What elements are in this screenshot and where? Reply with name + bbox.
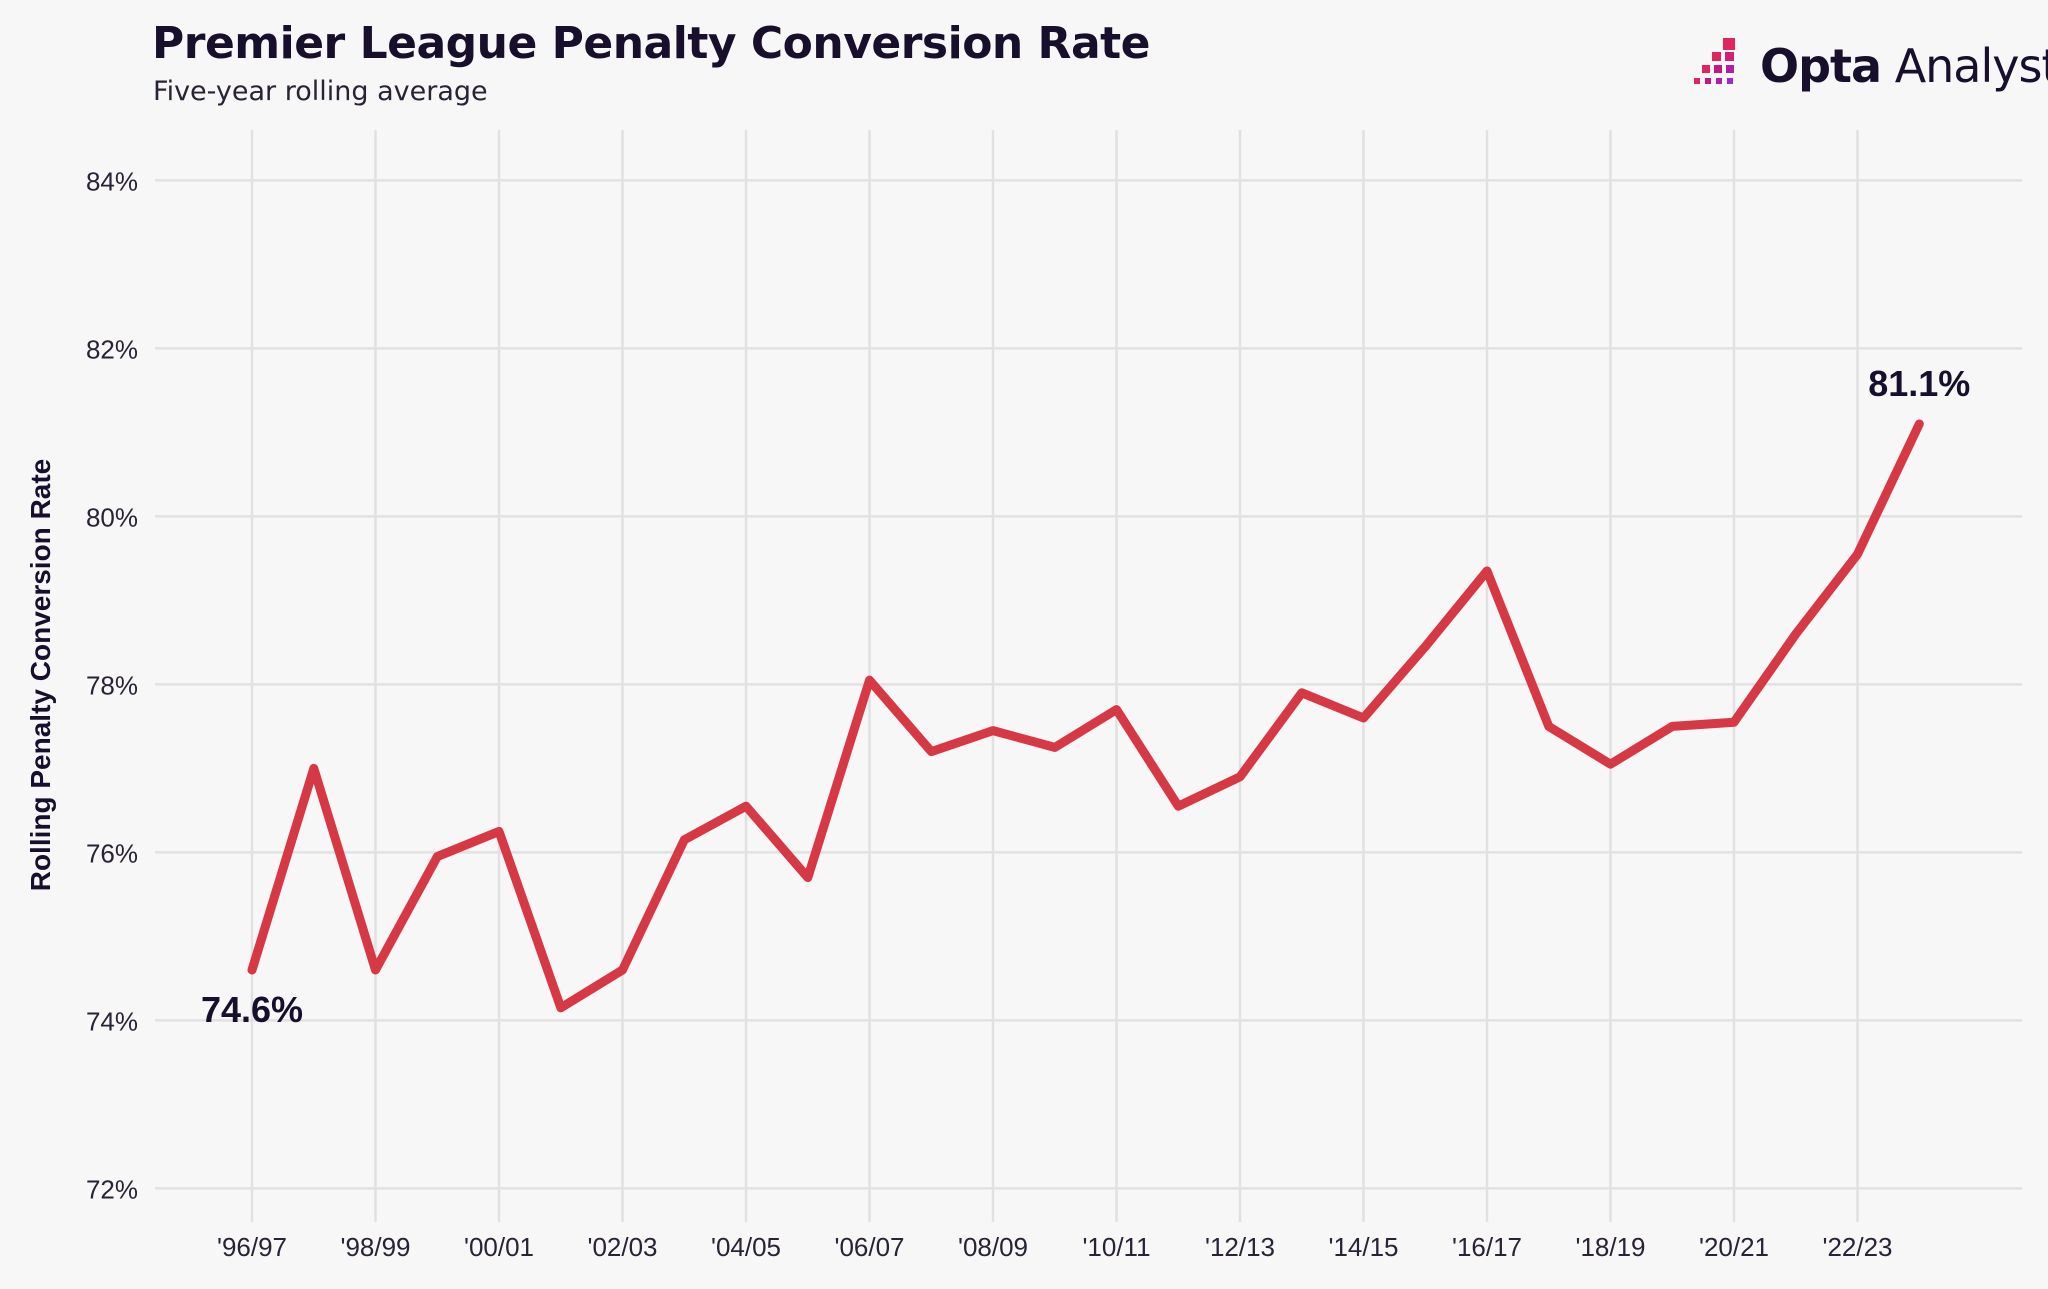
y-tick-label: 82% — [86, 334, 138, 364]
chart-title: Premier League Penalty Conversion Rate — [152, 18, 1151, 69]
opta-logo-icon — [1694, 38, 1735, 84]
series-line — [247, 419, 1924, 1013]
x-tick-label: '06/07 — [834, 1232, 904, 1262]
y-tick-label: 74% — [86, 1006, 138, 1036]
y-tick-label: 84% — [86, 166, 138, 196]
x-tick-label: '96/97 — [217, 1232, 287, 1262]
x-tick-label: '20/21 — [1699, 1232, 1769, 1262]
y-axis-ticks: 72% 74% 76% 78% 80% 82% 84% — [86, 166, 138, 1204]
y-tick-label: 80% — [86, 502, 138, 532]
x-tick-label: '00/01 — [464, 1232, 534, 1262]
y-axis-label: Rolling Penalty Conversion Rate — [25, 459, 56, 892]
brand-name-strong: Opta — [1760, 39, 1882, 93]
data-series — [247, 419, 1924, 1013]
x-tick-label: '12/13 — [1205, 1232, 1275, 1262]
data-label: 74.6% — [201, 989, 303, 1030]
vertical-gridlines — [250, 130, 1859, 1222]
x-tick-label: '08/09 — [958, 1232, 1028, 1262]
x-tick-label: '02/03 — [587, 1232, 657, 1262]
x-tick-label: '14/15 — [1328, 1232, 1398, 1262]
brand-name: Opta Analyst — [1760, 39, 2048, 93]
x-axis-ticks: '96/97 '98/99 '00/01 '02/03 '04/05 '06/07 '08/… — [217, 1232, 1893, 1262]
x-tick-label: '18/19 — [1575, 1232, 1645, 1262]
brand-logo: Opta Analyst — [1692, 36, 2048, 96]
y-tick-label: 78% — [86, 670, 138, 700]
x-tick-label: '98/99 — [340, 1232, 410, 1262]
data-label: 81.1% — [1868, 363, 1970, 404]
y-tick-label: 72% — [86, 1174, 138, 1204]
x-tick-label: '16/17 — [1452, 1232, 1522, 1262]
x-tick-label: '10/11 — [1082, 1232, 1150, 1262]
x-tick-label: '04/05 — [711, 1232, 781, 1262]
brand-name-light: Analyst — [1894, 39, 2048, 93]
chart-subtitle: Five-year rolling average — [153, 76, 488, 107]
horizontal-gridlines — [155, 179, 2022, 1190]
y-tick-label: 76% — [86, 838, 138, 868]
data-annotations: 74.6% 81.1% — [201, 363, 1970, 1030]
x-tick-label: '22/23 — [1822, 1232, 1892, 1262]
